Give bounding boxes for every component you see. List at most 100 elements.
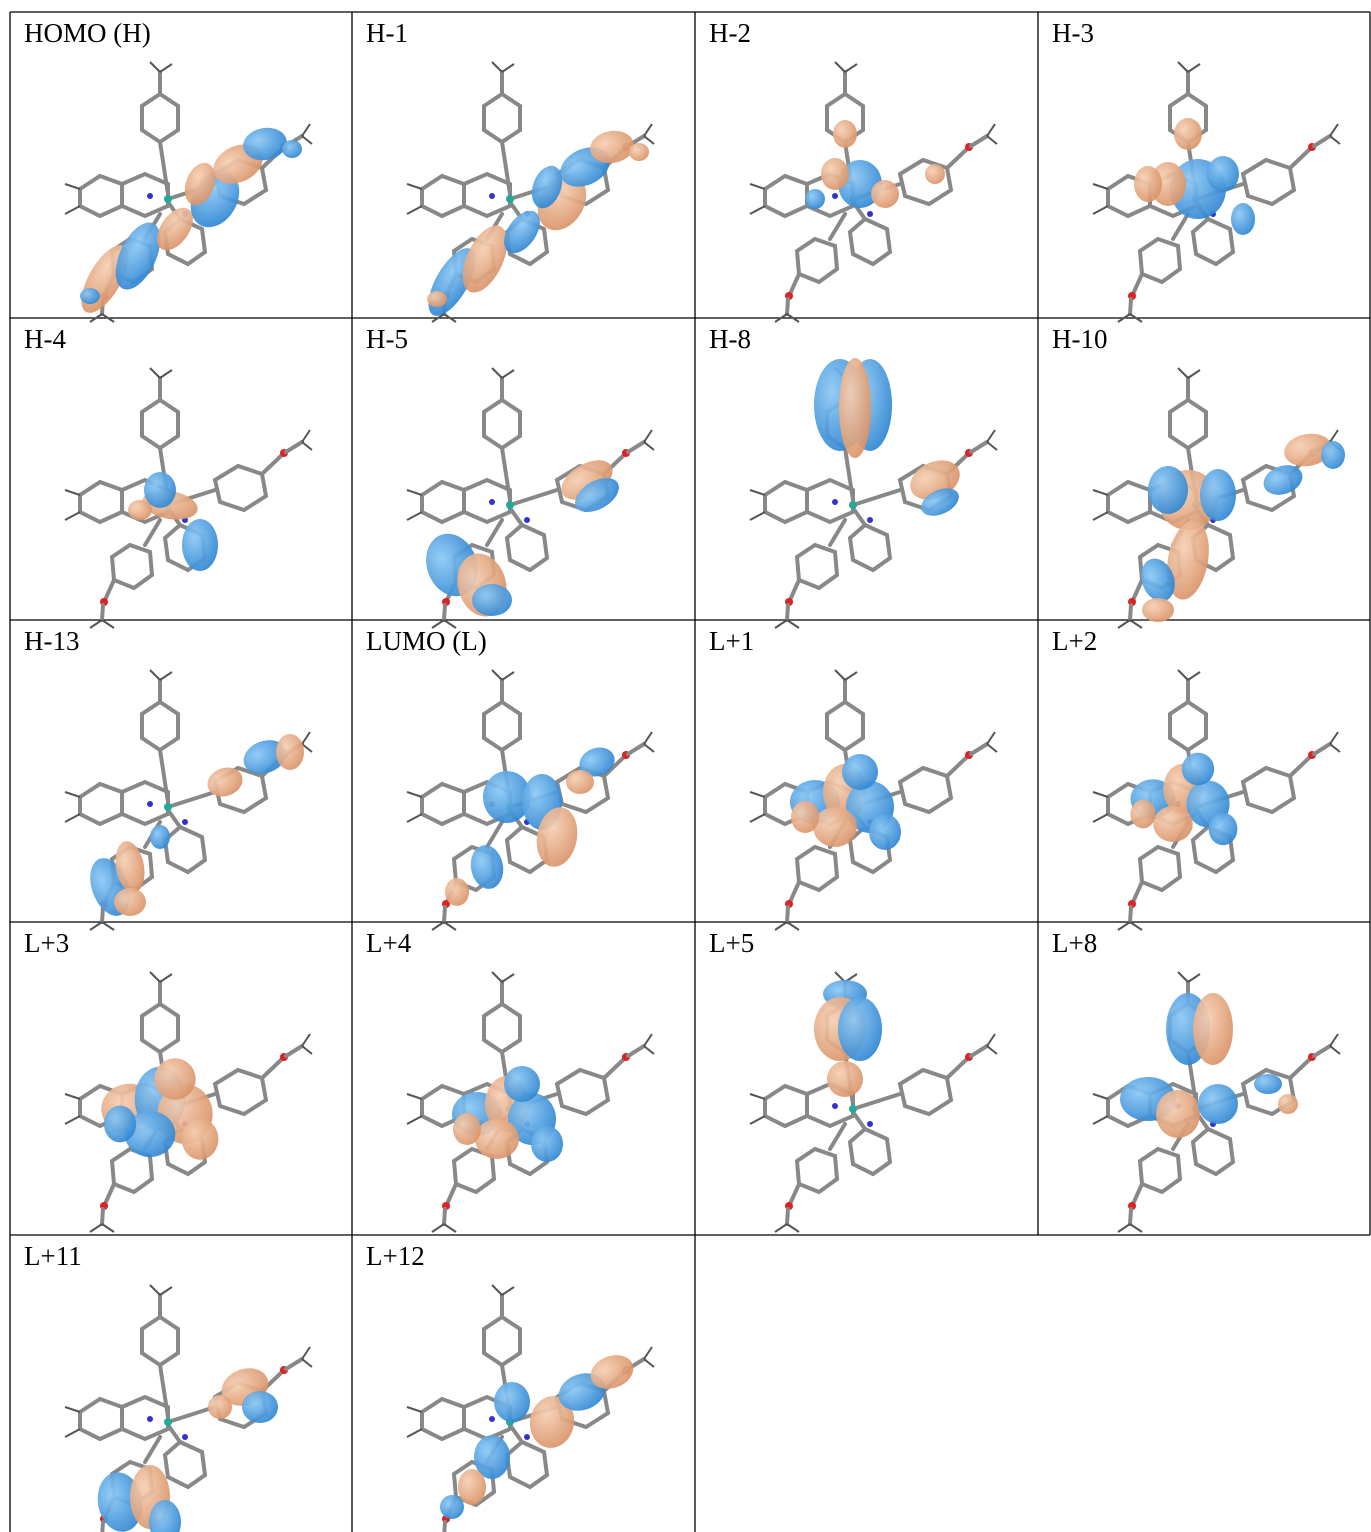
orbital-lobe bbox=[1182, 753, 1214, 785]
orbital-image bbox=[750, 62, 997, 322]
orbital-lobe bbox=[1321, 441, 1345, 469]
orbital-lobe bbox=[842, 754, 878, 790]
cell-label: H-10 bbox=[1052, 324, 1108, 354]
mo-table: HOMO (H)H-1H-2H-3H-4H-5H-8H-10H-13LUMO (… bbox=[0, 0, 1371, 1532]
orbital-lobe bbox=[1231, 203, 1255, 235]
orbital-image bbox=[407, 670, 654, 930]
orbital-lobe bbox=[467, 843, 506, 892]
orbital-lobe bbox=[531, 1126, 563, 1162]
table-cell: L+3 bbox=[24, 928, 312, 1232]
orbital-image bbox=[407, 1285, 654, 1532]
orbital-lobe bbox=[827, 1061, 863, 1097]
cell-label: HOMO (H) bbox=[24, 18, 151, 48]
orbital-lobe bbox=[282, 140, 302, 158]
orbital-image bbox=[750, 358, 997, 628]
orbital-lobe bbox=[494, 1382, 530, 1422]
table-cell: L+5 bbox=[709, 928, 997, 1232]
orbital-image bbox=[1093, 368, 1345, 628]
orbital-lobe bbox=[80, 288, 100, 304]
table-cell: H-3 bbox=[1052, 18, 1340, 322]
orbital-lobe bbox=[1193, 993, 1233, 1065]
orbital-lobe bbox=[871, 180, 899, 208]
cell-label: H-3 bbox=[1052, 18, 1094, 48]
table-cell: L+1 bbox=[709, 626, 997, 930]
orbital-lobe bbox=[504, 1066, 540, 1102]
orbital-lobe bbox=[472, 584, 512, 616]
orbital-lobe bbox=[869, 814, 901, 850]
orbital-lobe bbox=[925, 164, 945, 184]
orbital-lobe bbox=[242, 1391, 278, 1423]
orbital-lobe bbox=[1209, 813, 1238, 845]
orbital-lobe bbox=[104, 1106, 136, 1143]
orbital-image bbox=[1093, 972, 1340, 1232]
orbital-lobe bbox=[1153, 806, 1193, 842]
orbital-lobe bbox=[114, 888, 146, 916]
orbital-image bbox=[65, 670, 312, 930]
orbital-lobe bbox=[805, 189, 825, 209]
cell-label: L+12 bbox=[366, 1241, 425, 1271]
orbital-lobe bbox=[182, 1118, 219, 1159]
table-cell: H-13 bbox=[24, 626, 312, 930]
orbital-lobe bbox=[128, 500, 152, 520]
orbital-lobe bbox=[458, 1469, 486, 1505]
table-cell: L+4 bbox=[366, 928, 654, 1232]
cell-label: L+2 bbox=[1052, 626, 1097, 656]
table-cell: L+11 bbox=[24, 1241, 312, 1532]
orbital-lobe bbox=[208, 1395, 232, 1419]
orbital-lobe bbox=[1174, 118, 1202, 150]
orbital-lobe bbox=[1207, 156, 1239, 192]
orbital-lobe bbox=[154, 1058, 195, 1099]
orbital-image bbox=[407, 972, 654, 1232]
orbital-lobe bbox=[453, 1113, 481, 1145]
orbital-image bbox=[65, 972, 312, 1232]
cell-label: H-4 bbox=[24, 324, 66, 354]
orbital-lobe bbox=[1148, 466, 1188, 514]
table-cell: H-5 bbox=[366, 324, 654, 628]
orbital-image bbox=[65, 1285, 312, 1532]
orbital-lobe bbox=[1130, 800, 1155, 829]
orbital-lobe bbox=[1278, 1094, 1298, 1114]
orbital-lobe bbox=[1198, 1084, 1238, 1124]
orbital-lobe bbox=[791, 801, 819, 833]
orbital-lobe bbox=[144, 472, 176, 508]
orbital-image bbox=[1093, 670, 1340, 930]
orbital-lobe bbox=[821, 158, 849, 190]
orbital-lobe bbox=[182, 519, 218, 571]
table-cell: H-10 bbox=[1052, 324, 1345, 628]
orbital-lobe bbox=[838, 997, 882, 1061]
orbital-image bbox=[407, 62, 654, 323]
table-cell: L+12 bbox=[366, 1241, 654, 1532]
cell-label: LUMO (L) bbox=[366, 626, 487, 656]
orbital-lobe bbox=[445, 878, 469, 906]
orbital-lobe bbox=[833, 120, 857, 148]
molecule-skeleton bbox=[407, 1285, 654, 1532]
cell-label: H-5 bbox=[366, 324, 408, 354]
table-cell: H-2 bbox=[709, 18, 997, 322]
table-cell: LUMO (L) bbox=[366, 626, 654, 930]
orbital-lobe bbox=[150, 825, 170, 849]
orbital-image bbox=[65, 368, 312, 628]
orbital-lobe bbox=[566, 770, 594, 794]
cell-label: L+3 bbox=[24, 928, 69, 958]
orbital-lobe bbox=[276, 734, 304, 770]
table-cell: L+2 bbox=[1052, 626, 1340, 930]
orbital-image bbox=[750, 670, 997, 930]
orbital-image bbox=[1093, 62, 1340, 322]
orbital-lobe bbox=[1200, 469, 1236, 521]
cell-label: L+11 bbox=[24, 1241, 82, 1271]
orbital-lobe bbox=[1134, 166, 1162, 202]
cell-label: H-2 bbox=[709, 18, 751, 48]
cell-label: H-1 bbox=[366, 18, 408, 48]
orbital-lobe bbox=[839, 358, 871, 458]
orbital-lobe bbox=[427, 291, 447, 307]
table-cell: H-1 bbox=[366, 18, 654, 323]
orbital-lobe bbox=[475, 1119, 519, 1159]
cell-label: L+8 bbox=[1052, 928, 1097, 958]
cell-label: L+1 bbox=[709, 626, 754, 656]
orbital-lobe bbox=[629, 143, 649, 161]
cell-label: H-13 bbox=[24, 626, 80, 656]
cell-label: L+4 bbox=[366, 928, 412, 958]
table-cell: L+8 bbox=[1052, 928, 1340, 1232]
cell-label: L+5 bbox=[709, 928, 754, 958]
